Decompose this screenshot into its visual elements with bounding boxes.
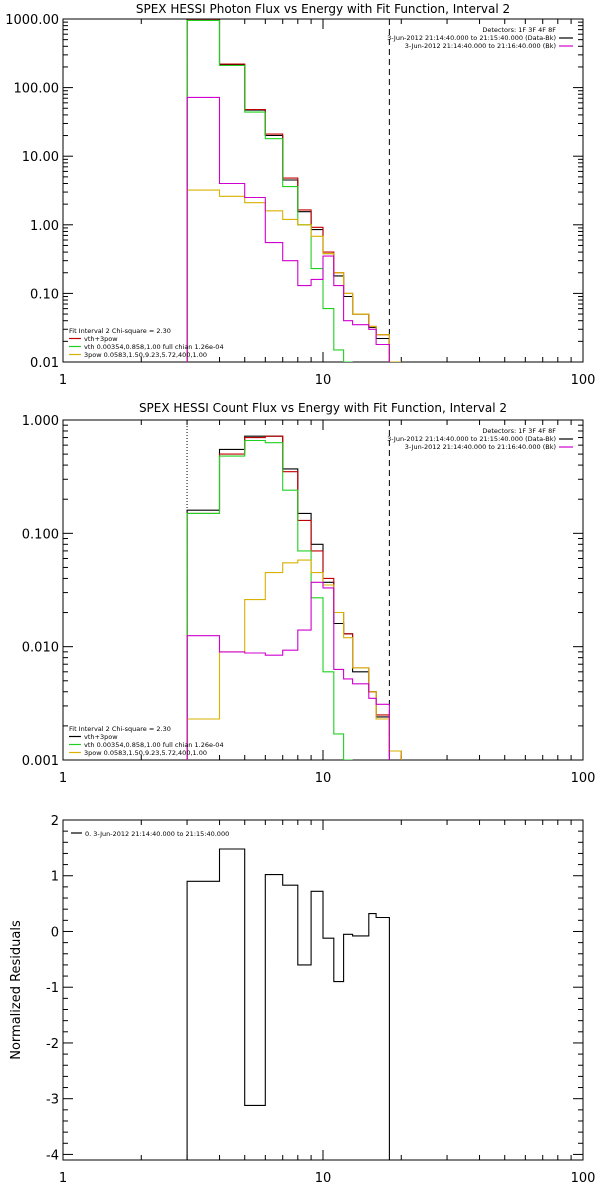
y-tick-label: 1.00 bbox=[30, 219, 59, 234]
y-axis: -4 -3 -2 -1 0 1 2 bbox=[46, 814, 583, 1163]
detector-info: Detectors: 1F 3F 4F 8F3-Jun-2012 21:14:4… bbox=[387, 26, 573, 50]
y-tick-label: 100.00 bbox=[14, 82, 60, 97]
x-tick-label: 100 bbox=[571, 1171, 596, 1186]
residual-legend-entry: 0. 3-Jun-2012 21:14:40.000 to 21:15:40.0… bbox=[85, 830, 229, 838]
fit-legend-entry: 3pow 0.0583,1.50,9.23,5.72,400,1.00 bbox=[84, 749, 207, 757]
x-tick-label: 1 bbox=[59, 771, 67, 786]
series-line-data-bk bbox=[186, 19, 390, 362]
detector-info-line: 3-Jun-2012 21:14:40.000 to 21:16:40.000 … bbox=[405, 42, 556, 50]
plot-frame bbox=[62, 18, 584, 363]
detector-info: Detectors: 1F 3F 4F 8F3-Jun-2012 21:14:4… bbox=[387, 427, 573, 451]
detector-info-line: 3-Jun-2012 21:14:40.000 to 21:15:40.000 … bbox=[387, 34, 556, 42]
x-tick-label: 100 bbox=[571, 373, 596, 388]
plot-frame bbox=[62, 819, 584, 1161]
residual-legend: 0. 3-Jun-2012 21:14:40.000 to 21:15:40.0… bbox=[71, 830, 229, 838]
series-line-3pow bbox=[186, 189, 402, 362]
series-line-bk bbox=[186, 581, 390, 760]
chart-title: SPEX HESSI Photon Flux vs Energy with Fi… bbox=[136, 2, 510, 16]
x-axis: 1 10 100 bbox=[59, 420, 596, 786]
plot-frame bbox=[62, 419, 584, 761]
series-line-bk bbox=[186, 96, 390, 362]
y-tick-label: 0.10 bbox=[30, 287, 59, 302]
y-axis-label: Normalized Residuals bbox=[9, 920, 24, 1060]
y-tick-label: 0.01 bbox=[30, 356, 59, 371]
y-axis: 0.001 0.010 0.100 1.000 bbox=[22, 414, 583, 769]
fit-legend-header: Fit Interval 2 Chi-square = 2.30 bbox=[69, 725, 171, 733]
chart-2: SPEX HESSI Count Flux vs Energy with Fit… bbox=[22, 401, 596, 786]
series-line-0-3-jun-2012-21-14-40-000-to-21-15-40-000 bbox=[186, 848, 390, 1160]
y-tick-label: 1 bbox=[51, 870, 59, 885]
y-tick-label: 0 bbox=[51, 925, 59, 940]
fit-legend-entry: vth 0.00354,0.858,1.00 full chian 1.26e-… bbox=[84, 343, 224, 351]
series-line-vth bbox=[186, 19, 353, 362]
fit-legend: Fit Interval 2 Chi-square = 2.30vth+3pow… bbox=[69, 725, 224, 757]
y-tick-label: 1000.00 bbox=[5, 13, 59, 28]
y-tick-label: 0.100 bbox=[22, 527, 59, 542]
series-line-data-bk bbox=[186, 435, 390, 760]
x-axis: 1 10 100 bbox=[59, 820, 596, 1186]
fit-legend-entry: vth+3pow bbox=[84, 733, 118, 741]
fit-legend-entry: 3pow 0.0583,1.50,9.23,5.72,400,1.00 bbox=[84, 351, 207, 359]
y-tick-label: -1 bbox=[46, 981, 59, 996]
chart-1: SPEX HESSI Photon Flux vs Energy with Fi… bbox=[5, 2, 595, 388]
y-tick-label: 10.00 bbox=[22, 150, 59, 165]
y-axis: 0.01 0.10 1.00 10.00 100.00 1000.00 bbox=[5, 13, 583, 371]
fit-legend: Fit Interval 2 Chi-square = 2.30vth+3pow… bbox=[69, 327, 224, 359]
x-tick-label: 1 bbox=[59, 373, 67, 388]
detector-info-line: 3-Jun-2012 21:14:40.000 to 21:15:40.000 … bbox=[387, 435, 556, 443]
y-tick-label: -3 bbox=[46, 1093, 59, 1108]
x-axis: 1 10 100 bbox=[59, 19, 596, 388]
series-line-3pow bbox=[186, 559, 402, 760]
series-line-vth bbox=[186, 439, 353, 760]
y-tick-label: 0.010 bbox=[22, 641, 59, 656]
x-tick-label: 1 bbox=[59, 1171, 67, 1186]
fit-legend-entry: vth 0.00354,0.858,1.00 full chian 1.26e-… bbox=[84, 741, 224, 749]
y-tick-label: 2 bbox=[51, 814, 59, 829]
chart-title: SPEX HESSI Count Flux vs Energy with Fit… bbox=[139, 401, 507, 415]
y-tick-label: -2 bbox=[46, 1037, 59, 1052]
x-tick-label: 100 bbox=[571, 771, 596, 786]
y-tick-label: 0.001 bbox=[22, 754, 59, 769]
detector-info-line: 3-Jun-2012 21:14:40.000 to 21:16:40.000 … bbox=[405, 443, 556, 451]
chart-3: 1 10 100 -4 -3 -2 -1 0 1 2 Normalized Residuals 0. … bbox=[9, 814, 595, 1186]
detector-info-line: Detectors: 1F 3F 4F 8F bbox=[482, 427, 556, 435]
fit-legend-header: Fit Interval 2 Chi-square = 2.30 bbox=[69, 327, 171, 335]
x-tick-label: 10 bbox=[315, 1171, 332, 1186]
detector-info-line: Detectors: 1F 3F 4F 8F bbox=[482, 26, 556, 34]
x-tick-label: 10 bbox=[315, 373, 332, 388]
fit-legend-entry: vth+3pow bbox=[84, 335, 118, 343]
x-tick-label: 10 bbox=[315, 771, 332, 786]
y-tick-label: -4 bbox=[46, 1148, 59, 1163]
y-tick-label: 1.000 bbox=[22, 414, 59, 429]
